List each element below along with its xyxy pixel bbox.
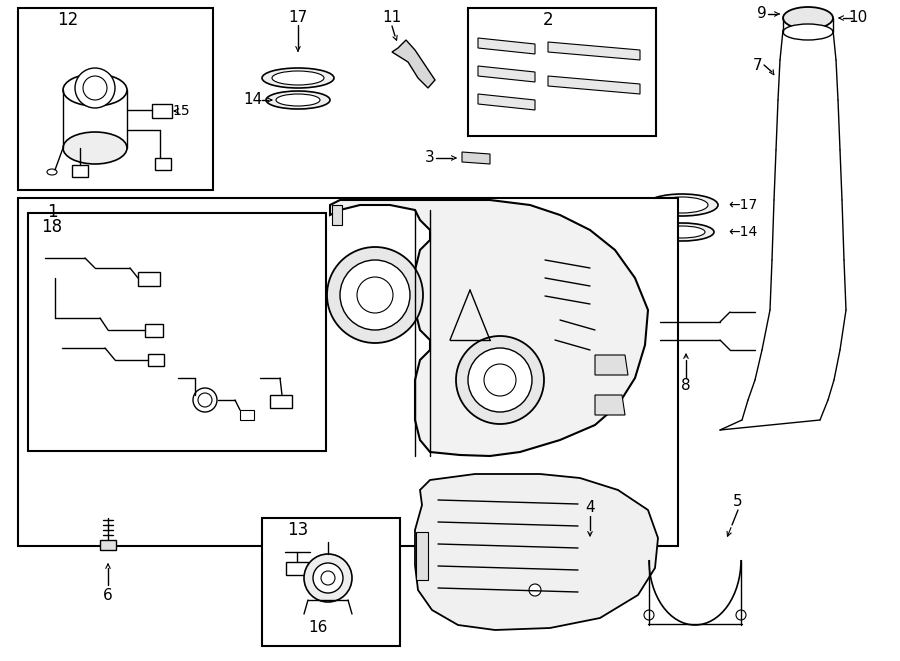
Bar bbox=[148, 354, 164, 366]
Bar bbox=[240, 410, 254, 420]
Polygon shape bbox=[392, 40, 435, 88]
Text: 8: 8 bbox=[681, 377, 691, 393]
Text: 14: 14 bbox=[243, 93, 263, 108]
Circle shape bbox=[468, 348, 532, 412]
Circle shape bbox=[456, 336, 544, 424]
Polygon shape bbox=[462, 152, 490, 164]
Bar bbox=[28, 213, 326, 451]
Polygon shape bbox=[478, 38, 535, 54]
Ellipse shape bbox=[655, 322, 665, 340]
Polygon shape bbox=[330, 200, 648, 456]
Text: ←17: ←17 bbox=[728, 198, 757, 212]
Text: 9: 9 bbox=[757, 7, 767, 22]
Bar bbox=[262, 518, 400, 646]
Polygon shape bbox=[478, 66, 535, 82]
Circle shape bbox=[327, 247, 423, 343]
Text: 1: 1 bbox=[47, 203, 58, 221]
Circle shape bbox=[484, 364, 516, 396]
Text: 3: 3 bbox=[425, 151, 435, 165]
Text: 10: 10 bbox=[849, 11, 868, 26]
Circle shape bbox=[75, 68, 115, 108]
Circle shape bbox=[736, 610, 746, 620]
Polygon shape bbox=[415, 474, 658, 630]
Ellipse shape bbox=[262, 68, 334, 88]
Bar bbox=[72, 165, 88, 177]
Bar bbox=[270, 395, 292, 408]
Text: 11: 11 bbox=[382, 11, 401, 26]
Circle shape bbox=[193, 388, 217, 412]
Circle shape bbox=[340, 260, 410, 330]
Ellipse shape bbox=[646, 194, 718, 216]
Polygon shape bbox=[595, 355, 628, 375]
Circle shape bbox=[321, 571, 335, 585]
Text: 15: 15 bbox=[172, 104, 190, 118]
Circle shape bbox=[644, 610, 654, 620]
Ellipse shape bbox=[276, 94, 320, 106]
Text: 12: 12 bbox=[58, 11, 78, 29]
Text: 13: 13 bbox=[287, 521, 309, 539]
Bar bbox=[155, 158, 171, 170]
Bar bbox=[152, 104, 172, 118]
Polygon shape bbox=[332, 205, 342, 225]
Ellipse shape bbox=[47, 169, 57, 175]
Polygon shape bbox=[548, 42, 640, 60]
Bar bbox=[468, 8, 656, 136]
Bar bbox=[145, 324, 163, 337]
Circle shape bbox=[198, 393, 212, 407]
Text: 5: 5 bbox=[734, 494, 742, 510]
Ellipse shape bbox=[650, 223, 714, 241]
Bar bbox=[18, 8, 213, 190]
Circle shape bbox=[357, 277, 393, 313]
Polygon shape bbox=[478, 94, 535, 110]
Text: 18: 18 bbox=[41, 218, 63, 236]
Ellipse shape bbox=[272, 71, 324, 85]
Text: 6: 6 bbox=[104, 588, 112, 602]
Polygon shape bbox=[548, 76, 640, 94]
Text: 16: 16 bbox=[309, 621, 328, 635]
Circle shape bbox=[529, 584, 541, 596]
Ellipse shape bbox=[266, 91, 330, 109]
Ellipse shape bbox=[783, 24, 833, 40]
Text: ←14: ←14 bbox=[728, 225, 757, 239]
Circle shape bbox=[83, 76, 107, 100]
Ellipse shape bbox=[656, 197, 708, 213]
Text: 4: 4 bbox=[585, 500, 595, 516]
Text: 2: 2 bbox=[543, 11, 553, 29]
Bar bbox=[100, 540, 116, 550]
Ellipse shape bbox=[63, 132, 127, 164]
Circle shape bbox=[304, 554, 352, 602]
Text: 17: 17 bbox=[288, 11, 308, 26]
Polygon shape bbox=[595, 395, 625, 415]
Ellipse shape bbox=[659, 226, 705, 238]
Bar bbox=[18, 198, 678, 546]
Text: 7: 7 bbox=[753, 58, 763, 73]
Bar bbox=[416, 532, 428, 580]
Ellipse shape bbox=[63, 74, 127, 106]
Ellipse shape bbox=[783, 7, 833, 29]
Circle shape bbox=[313, 563, 343, 593]
Bar bbox=[286, 562, 308, 575]
Bar bbox=[138, 272, 160, 286]
